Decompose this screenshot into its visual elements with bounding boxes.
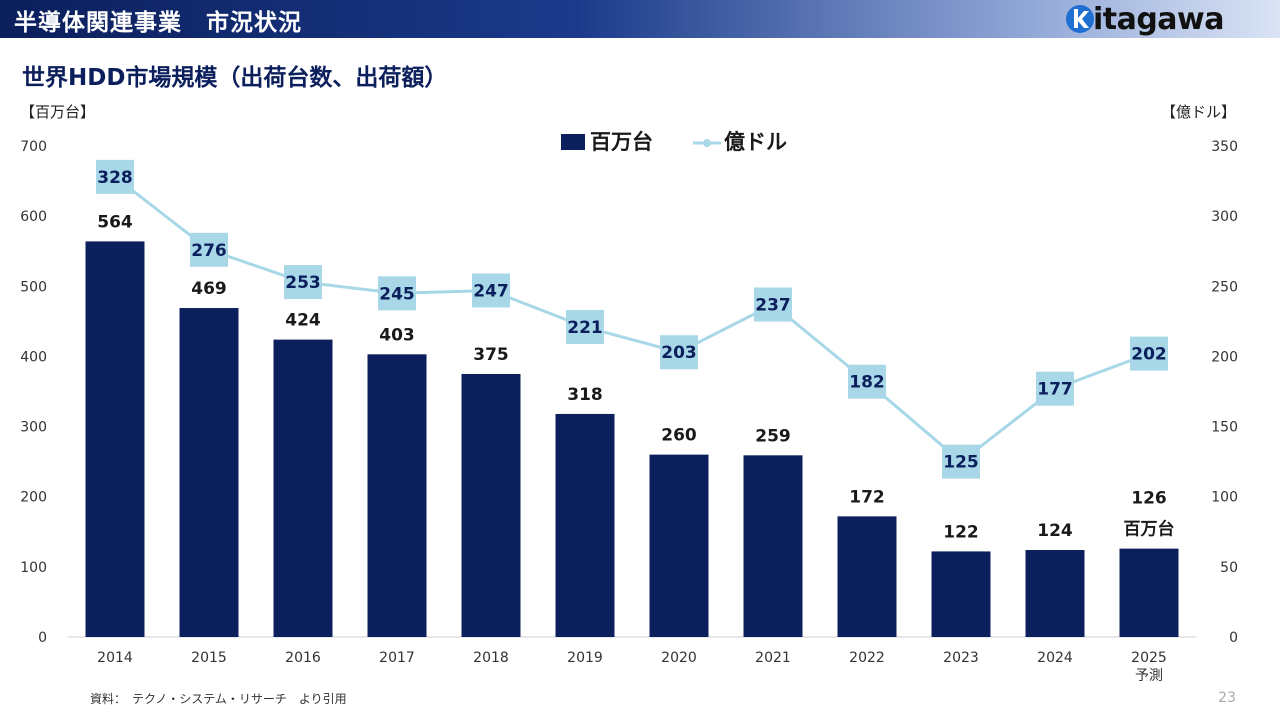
bar-value-label: 403	[379, 325, 415, 345]
line-series	[114, 175, 1150, 464]
x-tick-label: 2018	[473, 650, 509, 666]
line-point-box	[1036, 371, 1074, 406]
bar-value-label: 259	[755, 426, 791, 446]
y-left-tick-label: 0	[38, 630, 47, 646]
bar	[931, 551, 991, 637]
line-point-box	[566, 309, 604, 344]
y-right-tick-label: 300	[1211, 209, 1238, 225]
line-value-label: 276	[191, 241, 227, 261]
bar-unit-label: 百万台	[1124, 519, 1175, 540]
x-tick-label: 2016	[285, 650, 321, 666]
header-title: 半導体関連事業 市況状況	[14, 10, 302, 36]
y-left-tick-label: 200	[20, 490, 47, 506]
bar	[85, 241, 145, 637]
line-value-label: 328	[97, 168, 133, 188]
x-tick-label: 2022	[849, 650, 885, 666]
y-right-tick-label: 0	[1229, 630, 1238, 646]
source-note: 資料： テクノ・システム・リサーチ より引用	[90, 692, 347, 706]
y-left-tick-label: 700	[20, 139, 47, 155]
x-tick-label: 2014	[97, 650, 133, 666]
bar	[461, 373, 521, 637]
bar-value-label: 424	[285, 311, 321, 331]
logo-text: itagawa	[1092, 1, 1225, 37]
x-tick-label: 2020	[661, 650, 697, 666]
line-point-box	[96, 159, 134, 194]
line-value-label: 247	[473, 281, 509, 301]
bar-value-label: 260	[661, 426, 697, 446]
y-right-tick-label: 350	[1211, 139, 1238, 155]
bar	[1119, 548, 1179, 637]
line-value-label: 125	[943, 453, 979, 473]
line-point-box	[848, 364, 886, 399]
y-left-tick-label: 500	[20, 279, 47, 295]
bar	[649, 454, 709, 637]
line-value-label: 203	[661, 343, 697, 363]
line-point-box	[754, 287, 792, 322]
line-point-box	[942, 444, 980, 479]
y-left-tick-label: 100	[20, 560, 47, 576]
x-tick-sublabel: 予測	[1135, 668, 1163, 684]
y-right-tick-label: 150	[1211, 420, 1238, 436]
x-tick-label: 2023	[943, 650, 979, 666]
bar-value-label: 375	[473, 345, 509, 365]
header-bar: 半導体関連事業 市況状況 itagawa	[0, 0, 1280, 38]
line-point-box	[472, 273, 510, 308]
bar	[837, 516, 897, 637]
bar-value-label: 122	[943, 522, 979, 542]
x-tick-label: 2021	[755, 650, 791, 666]
legend-line-marker	[703, 139, 711, 147]
line-value-label: 245	[379, 284, 415, 304]
y-left-tick-label: 600	[20, 209, 47, 225]
y-right-tick-label: 200	[1211, 349, 1238, 365]
logo-k-icon	[1065, 4, 1095, 34]
line-point-box	[660, 335, 698, 370]
bar-value-label: 469	[191, 279, 227, 299]
line-value-label: 202	[1131, 345, 1167, 365]
line-value-label: 237	[755, 296, 791, 316]
y-left-tick-label: 400	[20, 349, 47, 365]
bar	[367, 354, 427, 637]
legend-line-label: 億ドル	[724, 130, 787, 154]
bar-value-label: 172	[849, 487, 885, 507]
bar-value-label: 124	[1037, 521, 1073, 541]
line-value-label: 182	[849, 373, 885, 393]
x-tick-label: 2024	[1037, 650, 1073, 666]
x-tick-label: 2025	[1131, 650, 1167, 666]
legend-bar-label: 百万台	[590, 130, 653, 154]
left-axis-unit: 【百万台】	[20, 103, 96, 121]
bar	[179, 308, 239, 637]
company-logo: itagawa	[1065, 0, 1225, 38]
line-point-box	[378, 276, 416, 311]
bar-value-label: 126	[1131, 489, 1167, 509]
y-right-tick-label: 100	[1211, 490, 1238, 506]
bar	[1025, 550, 1085, 637]
line-value-label: 221	[567, 318, 603, 338]
page-title: 世界HDD市場規模（出荷台数、出荷額）	[22, 65, 448, 91]
bar-value-label: 318	[567, 385, 603, 405]
bar-value-label: 564	[97, 212, 133, 232]
line-point-box	[284, 265, 322, 300]
legend-bar-swatch	[561, 134, 585, 150]
line-value-label: 177	[1037, 380, 1073, 400]
bar	[743, 455, 803, 637]
right-axis-unit: 【億ドル】	[1160, 103, 1236, 121]
line-point-box	[1130, 336, 1168, 371]
line-value-label: 253	[285, 273, 321, 293]
line-point-box	[190, 232, 228, 267]
y-right-tick-label: 50	[1220, 560, 1238, 576]
y-left-tick-label: 300	[20, 420, 47, 436]
y-right-tick-label: 250	[1211, 279, 1238, 295]
bar	[555, 413, 615, 637]
x-tick-label: 2017	[379, 650, 415, 666]
bar	[273, 339, 333, 637]
x-tick-label: 2015	[191, 650, 227, 666]
page-number: 23	[1218, 690, 1236, 706]
x-tick-label: 2019	[567, 650, 603, 666]
